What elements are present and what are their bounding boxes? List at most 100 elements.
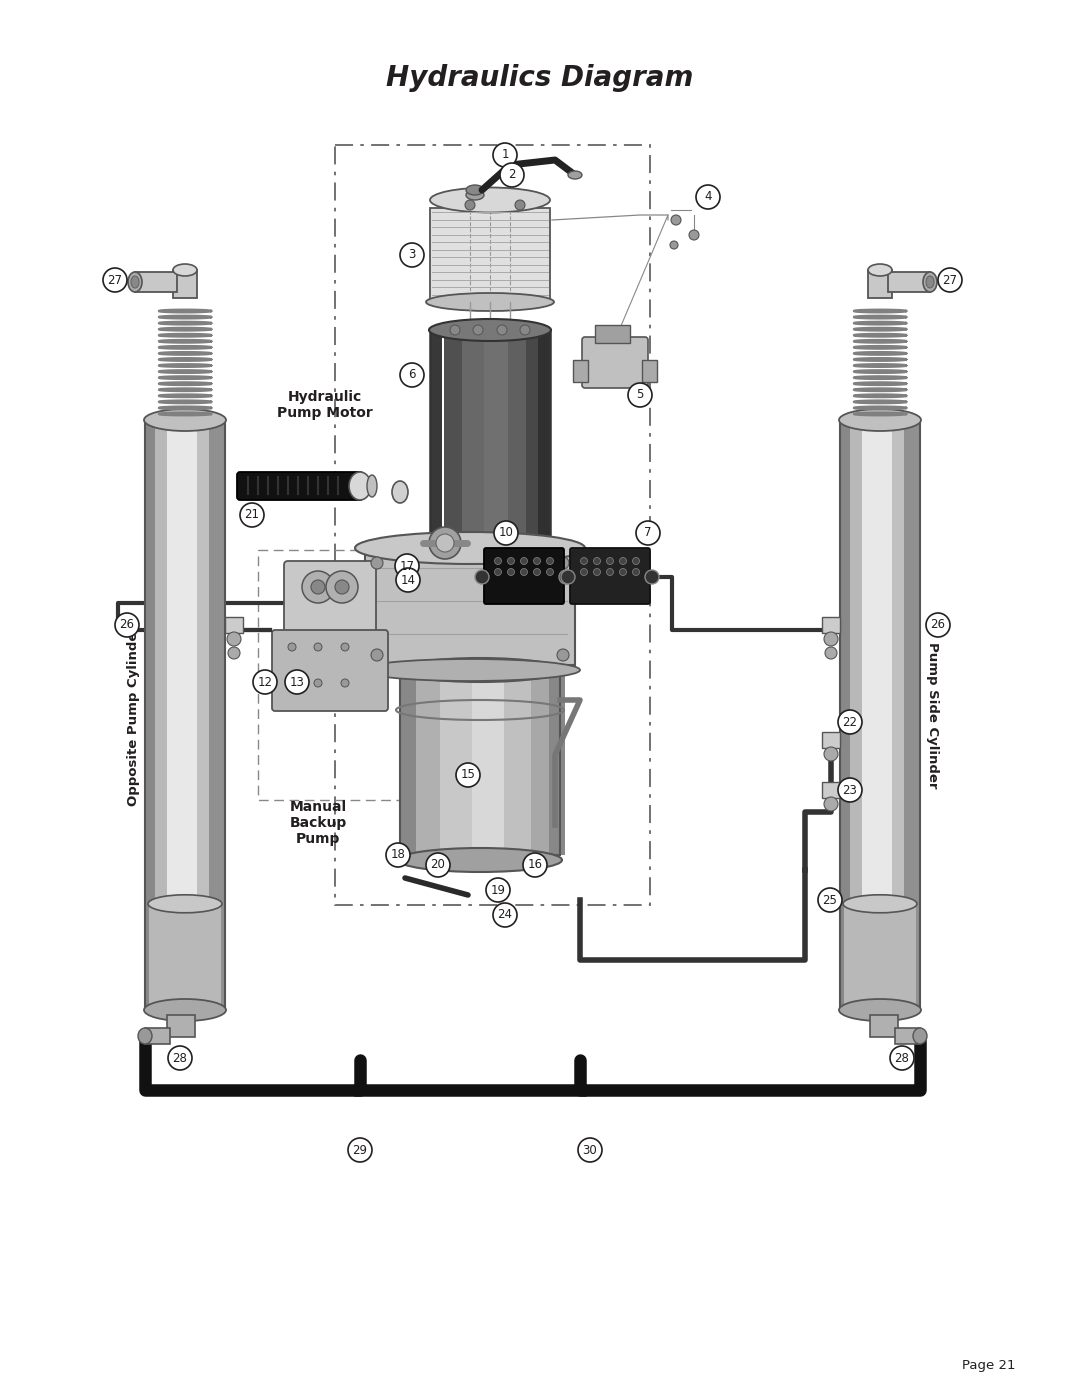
Circle shape: [495, 569, 501, 576]
Ellipse shape: [131, 277, 139, 288]
Bar: [335, 145, 650, 905]
Text: 23: 23: [842, 784, 858, 796]
Ellipse shape: [173, 264, 197, 277]
Circle shape: [508, 557, 514, 564]
Ellipse shape: [926, 277, 934, 288]
Bar: [166, 420, 197, 1010]
Text: Manual
Backup
Pump: Manual Backup Pump: [289, 800, 347, 847]
Circle shape: [519, 326, 530, 335]
Circle shape: [818, 888, 842, 912]
Circle shape: [581, 557, 588, 564]
Text: 14: 14: [401, 574, 416, 587]
Bar: [573, 360, 588, 381]
Circle shape: [114, 613, 139, 637]
Ellipse shape: [839, 999, 921, 1021]
Circle shape: [486, 877, 510, 902]
Circle shape: [168, 1046, 192, 1070]
FancyBboxPatch shape: [284, 562, 376, 637]
Text: 13: 13: [289, 676, 305, 689]
Text: 3: 3: [408, 249, 416, 261]
Bar: [472, 675, 504, 855]
Circle shape: [515, 200, 525, 210]
Bar: [462, 330, 484, 545]
Circle shape: [890, 1046, 914, 1070]
Circle shape: [645, 570, 659, 584]
Ellipse shape: [465, 190, 484, 200]
Circle shape: [341, 679, 349, 687]
Bar: [440, 675, 472, 855]
Text: 28: 28: [894, 1052, 909, 1065]
Text: 17: 17: [400, 560, 415, 573]
Circle shape: [314, 679, 322, 687]
Bar: [508, 330, 529, 545]
Circle shape: [500, 163, 524, 187]
Circle shape: [636, 521, 660, 545]
Text: 24: 24: [498, 908, 513, 922]
Circle shape: [670, 242, 678, 249]
Bar: [840, 420, 850, 1010]
Ellipse shape: [129, 272, 141, 292]
Circle shape: [302, 571, 334, 604]
FancyBboxPatch shape: [582, 337, 648, 388]
Bar: [430, 208, 550, 302]
Bar: [167, 1016, 195, 1037]
Circle shape: [508, 569, 514, 576]
Circle shape: [436, 534, 454, 552]
Bar: [642, 360, 657, 381]
Text: 21: 21: [244, 509, 259, 521]
Text: 28: 28: [173, 1052, 188, 1065]
Bar: [840, 420, 920, 1010]
Circle shape: [426, 854, 450, 877]
Bar: [862, 420, 892, 1010]
Text: 7: 7: [645, 527, 651, 539]
Circle shape: [335, 580, 349, 594]
Bar: [430, 330, 550, 545]
Circle shape: [559, 570, 573, 584]
Circle shape: [620, 569, 626, 576]
Circle shape: [429, 527, 461, 559]
Bar: [173, 270, 197, 298]
Circle shape: [671, 215, 681, 225]
Text: Hydraulic
Pump Motor: Hydraulic Pump Motor: [278, 390, 373, 420]
Text: 19: 19: [490, 883, 505, 897]
Bar: [430, 330, 442, 545]
Circle shape: [627, 383, 652, 407]
Circle shape: [314, 643, 322, 651]
Text: Opposite Pump Cylinder: Opposite Pump Cylinder: [126, 624, 139, 806]
Circle shape: [633, 569, 639, 576]
FancyBboxPatch shape: [484, 548, 564, 604]
Circle shape: [633, 557, 639, 564]
Circle shape: [546, 569, 554, 576]
Ellipse shape: [367, 475, 377, 497]
Ellipse shape: [355, 532, 585, 564]
Text: Page 21: Page 21: [961, 1358, 1015, 1372]
Ellipse shape: [426, 293, 554, 312]
Text: 2: 2: [509, 169, 516, 182]
Bar: [504, 675, 536, 855]
Circle shape: [372, 650, 383, 661]
Bar: [210, 420, 225, 1010]
Circle shape: [475, 570, 489, 584]
Bar: [868, 270, 892, 298]
Circle shape: [689, 231, 699, 240]
Bar: [850, 420, 862, 1010]
Circle shape: [227, 631, 241, 645]
Circle shape: [285, 671, 309, 694]
Circle shape: [578, 1139, 602, 1162]
Circle shape: [400, 363, 424, 387]
Ellipse shape: [843, 895, 917, 912]
Bar: [135, 272, 177, 292]
Ellipse shape: [349, 472, 372, 500]
Text: 30: 30: [582, 1144, 597, 1157]
Bar: [145, 420, 225, 1010]
Circle shape: [534, 557, 540, 564]
Text: 16: 16: [527, 859, 542, 872]
FancyBboxPatch shape: [570, 548, 650, 604]
Circle shape: [824, 747, 838, 761]
Bar: [892, 420, 904, 1010]
Circle shape: [534, 569, 540, 576]
Bar: [895, 1028, 920, 1044]
Circle shape: [581, 569, 588, 576]
Bar: [400, 675, 416, 855]
Circle shape: [372, 557, 383, 569]
